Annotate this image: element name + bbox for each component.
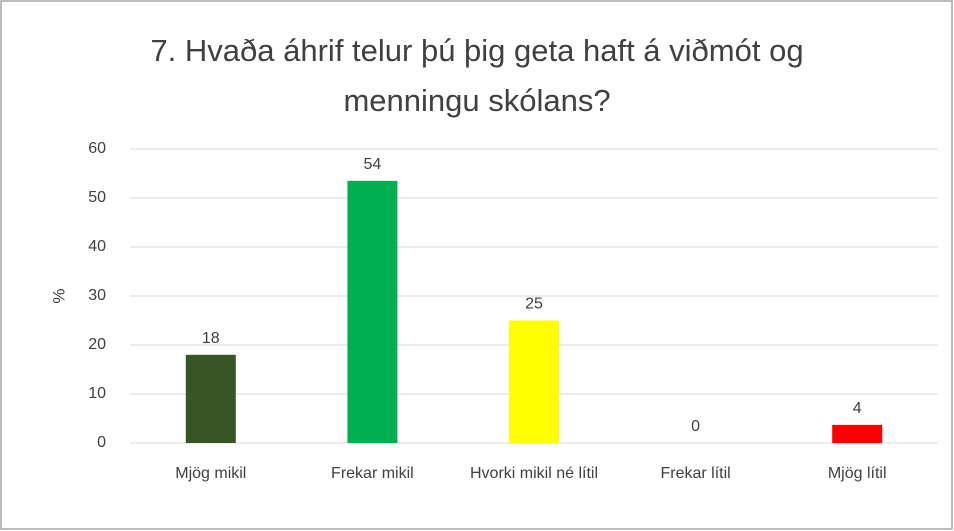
chart-title: 7. Hvaða áhrif telur þú þig geta haft á …: [150, 33, 804, 118]
x-tick-label: Frekar lítil: [660, 465, 731, 482]
y-tick-label: 0: [97, 434, 106, 451]
y-tick-label: 10: [88, 385, 106, 402]
data-label: 4: [853, 400, 862, 417]
bar: [509, 320, 559, 443]
data-label: 25: [525, 296, 543, 313]
x-tick-label: Mjög mikil: [175, 465, 247, 482]
y-tick-label: 30: [88, 287, 106, 304]
bar: [185, 354, 236, 443]
x-tick-label: Frekar mikil: [331, 465, 414, 482]
x-tick-label: Mjög lítil: [827, 465, 887, 482]
y-tick-label: 60: [88, 140, 106, 157]
y-axis-label: %: [49, 288, 68, 303]
y-tick-label: 40: [88, 238, 106, 255]
x-tick-label: Hvorki mikil né lítil: [469, 465, 598, 482]
y-tick-label: 20: [88, 336, 106, 353]
data-label: 0: [691, 418, 700, 435]
data-label: 18: [202, 330, 220, 347]
data-label: 54: [364, 156, 382, 173]
y-tick-label: 50: [88, 189, 106, 206]
bar: [347, 180, 398, 443]
bar: [832, 424, 883, 443]
